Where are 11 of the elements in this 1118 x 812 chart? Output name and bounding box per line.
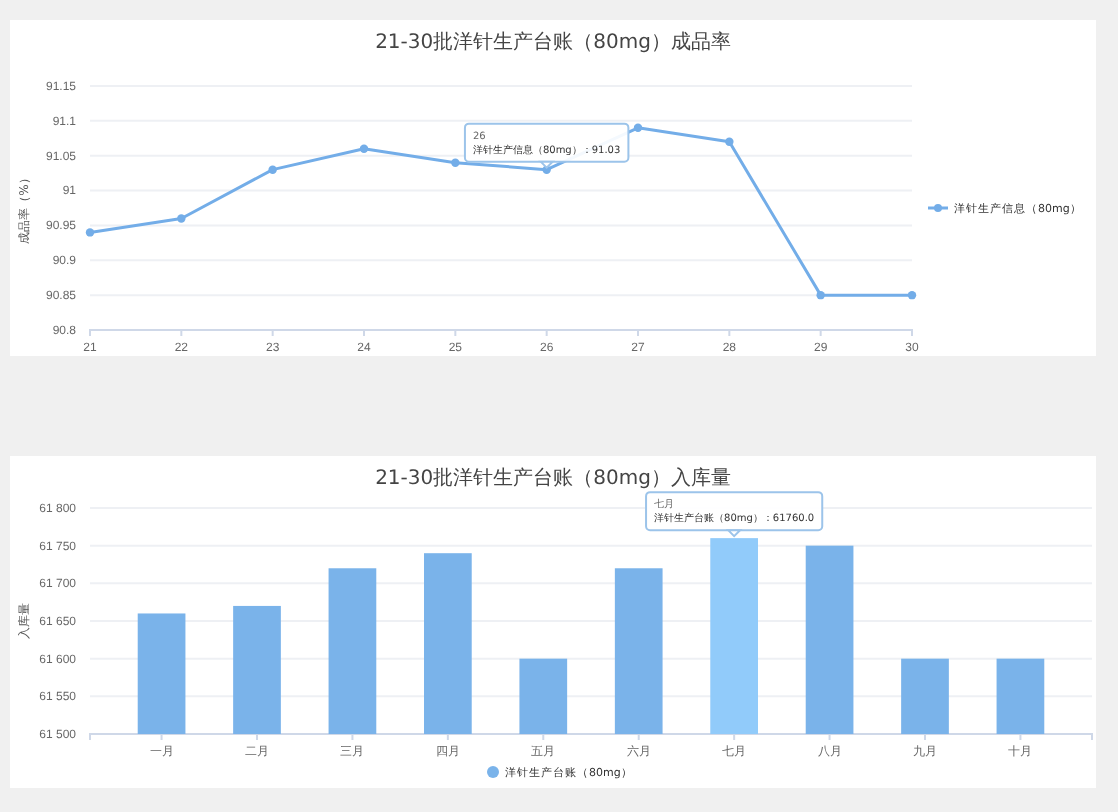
- chart-title: 21-30批洋针生产台账（80mg）成品率: [375, 30, 731, 54]
- point: [816, 290, 825, 300]
- point: [633, 123, 643, 133]
- point: [359, 144, 369, 153]
- point: [268, 165, 277, 174]
- point: [85, 228, 95, 237]
- point: [725, 137, 734, 146]
- point: [907, 290, 917, 300]
- point: [451, 158, 460, 167]
- chart-title: 21-30批洋针生产台账（80mg）入库量: [375, 466, 731, 490]
- point: [177, 214, 186, 223]
